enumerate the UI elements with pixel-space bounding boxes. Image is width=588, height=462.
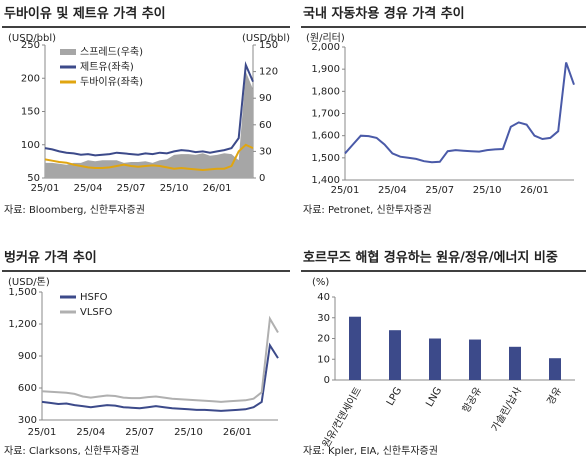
x-tick-label: 25/10 [473,185,502,196]
y-tick-label: 1,500 [8,287,37,298]
x-tick-label: 25/07 [125,427,154,438]
x-tick-label: 25/07 [117,183,146,194]
y-tick-label: 2,000 [311,42,340,53]
bar [469,339,481,380]
x-tick-label: 25/07 [425,185,454,196]
y-axis-label: (USD/톤) [8,276,50,288]
chart-title: 호르무즈 해협 경유하는 원유/정유/에너지 비중 [303,250,558,266]
y-tick-label: 1,500 [311,153,340,164]
line [344,62,575,164]
x-tick-label: 25/01 [31,183,60,194]
bar [429,338,441,380]
x-tick-label: 항공유 [460,385,484,415]
line [44,61,254,157]
y-tick-label: 30 [317,313,330,324]
chart-title: 두바이유 및 제트유 가격 추이 [4,6,166,22]
source: 자료: Kpler, EIA, 신한투자증권 [303,445,438,457]
y-tick-label: 100 [21,140,40,151]
y-tick-label: 50 [27,173,40,184]
x-tick-label: 25/01 [331,185,360,196]
line [44,143,254,172]
source: 자료: Bloomberg, 신한투자증권 [4,204,145,216]
y-tick-label: 1,900 [311,64,340,75]
y-axis-label: (%) [312,277,329,288]
y-tick-label: 900 [18,351,37,362]
x-tick-label: 25/04 [378,185,407,196]
y-tick-label: 1,600 [311,131,340,142]
x-tick-label: 25/10 [160,183,189,194]
y2-tick-label: 90 [259,93,272,104]
x-tick-label: 26/01 [223,427,252,438]
bar [509,346,521,380]
source: 자료: Petronet, 신한투자증권 [303,204,432,216]
y-tick-label: 1,400 [311,175,340,186]
x-tick-label: 25/04 [76,427,105,438]
bar [389,330,401,380]
legend-label: VLSFO [80,307,113,318]
y-tick-label: 600 [18,383,37,394]
line [41,315,279,403]
y-tick-label: 0 [324,375,330,386]
line [41,342,279,412]
bar [349,316,361,380]
y2-tick-label: 60 [259,120,272,131]
y-tick-label: 150 [21,107,40,118]
y2-tick-label: 0 [259,173,265,184]
x-tick-label: 25/10 [174,427,203,438]
x-tick-label: 26/01 [203,183,232,194]
chart-title: 국내 자동차용 경유 가격 추이 [303,6,465,22]
y-tick-label: 40 [317,292,330,303]
x-tick-label: LPG [385,386,404,408]
chart-title: 벙커유 가격 추이 [4,250,97,266]
area [45,71,253,178]
y-tick-label: 1,200 [8,319,37,330]
legend-label: 두바이유(좌축) [80,76,143,88]
x-tick-label: 25/01 [28,427,57,438]
x-tick-label: 26/01 [520,185,549,196]
x-tick-label: 원유/컨덴세이트 [320,385,364,450]
y2-tick-label: 120 [259,67,278,78]
y-tick-label: 250 [21,40,40,51]
x-tick-label: 25/04 [74,183,103,194]
y2-axis-label: (USD/bbl) [242,33,290,44]
y-tick-label: 20 [317,334,330,345]
legend-label: HSFO [80,292,108,303]
legend-label: 스프레드(우축) [80,46,143,58]
x-tick-label: 경유 [544,385,564,407]
legend-label: 제트유(좌축) [80,61,134,73]
y-tick-label: 200 [21,73,40,84]
x-tick-label: 가솔린/납사 [489,385,524,434]
bar [549,358,561,380]
source: 자료: Clarksons, 신한투자증권 [4,445,139,457]
y-tick-label: 10 [317,354,330,365]
y-axis-label: (USD/bbl) [8,33,56,44]
y2-tick-label: 30 [259,146,272,157]
y-tick-label: 1,800 [311,86,340,97]
y-tick-label: 1,700 [311,109,340,120]
x-tick-label: LNG [424,386,444,410]
y-tick-label: 300 [18,415,37,426]
y-axis-label: (원/리터) [306,32,345,44]
y2-tick-label: 150 [259,40,278,51]
